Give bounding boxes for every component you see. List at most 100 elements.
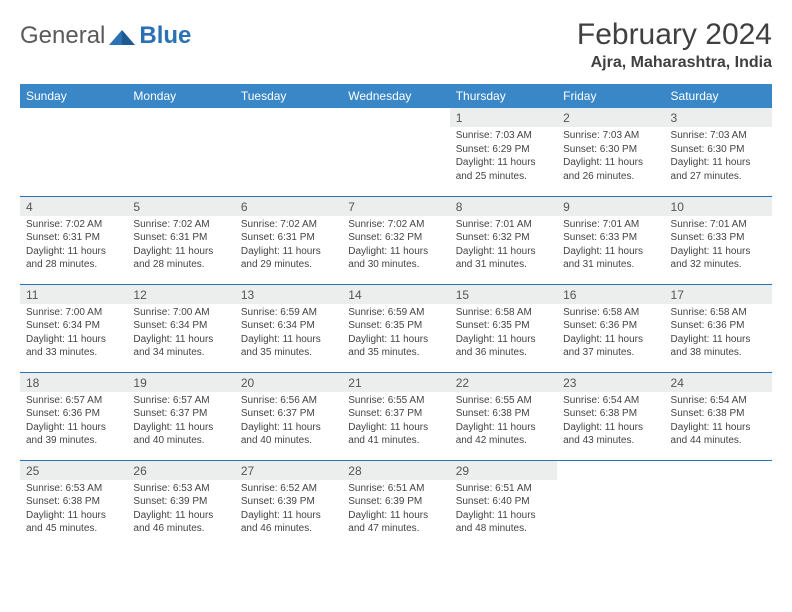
day-number: 20	[235, 373, 342, 392]
day-number: 26	[127, 461, 234, 480]
logo-triangle-icon	[109, 27, 135, 45]
day-number: 7	[342, 197, 449, 216]
day-number: 12	[127, 285, 234, 304]
calendar-cell: 18Sunrise: 6:57 AMSunset: 6:36 PMDayligh…	[20, 372, 127, 460]
calendar-body: ........1Sunrise: 7:03 AMSunset: 6:29 PM…	[20, 108, 772, 548]
day-details: Sunrise: 7:03 AMSunset: 6:30 PMDaylight:…	[665, 127, 772, 187]
calendar-cell: 15Sunrise: 6:58 AMSunset: 6:35 PMDayligh…	[450, 284, 557, 372]
day-header-sunday: Sunday	[20, 84, 127, 108]
day-details: Sunrise: 7:02 AMSunset: 6:31 PMDaylight:…	[20, 216, 127, 276]
day-number: 23	[557, 373, 664, 392]
calendar-cell: 1Sunrise: 7:03 AMSunset: 6:29 PMDaylight…	[450, 108, 557, 196]
day-details: Sunrise: 6:55 AMSunset: 6:37 PMDaylight:…	[342, 392, 449, 452]
calendar-head: SundayMondayTuesdayWednesdayThursdayFrid…	[20, 84, 772, 108]
day-number: 11	[20, 285, 127, 304]
day-details: Sunrise: 6:58 AMSunset: 6:36 PMDaylight:…	[665, 304, 772, 364]
day-number: 24	[665, 373, 772, 392]
day-header-wednesday: Wednesday	[342, 84, 449, 108]
day-number: 19	[127, 373, 234, 392]
day-number: 21	[342, 373, 449, 392]
day-number: 22	[450, 373, 557, 392]
calendar-cell: 7Sunrise: 7:02 AMSunset: 6:32 PMDaylight…	[342, 196, 449, 284]
day-details: Sunrise: 7:01 AMSunset: 6:32 PMDaylight:…	[450, 216, 557, 276]
day-details: Sunrise: 6:59 AMSunset: 6:35 PMDaylight:…	[342, 304, 449, 364]
calendar-cell: 24Sunrise: 6:54 AMSunset: 6:38 PMDayligh…	[665, 372, 772, 460]
day-number: 4	[20, 197, 127, 216]
table-row: 11Sunrise: 7:00 AMSunset: 6:34 PMDayligh…	[20, 284, 772, 372]
logo-text-1: General	[20, 22, 105, 50]
calendar-cell: 6Sunrise: 7:02 AMSunset: 6:31 PMDaylight…	[235, 196, 342, 284]
day-header-thursday: Thursday	[450, 84, 557, 108]
calendar-cell: 16Sunrise: 6:58 AMSunset: 6:36 PMDayligh…	[557, 284, 664, 372]
day-number: 8	[450, 197, 557, 216]
location-subtitle: Ajra, Maharashtra, India	[577, 54, 772, 72]
calendar-cell: 22Sunrise: 6:55 AMSunset: 6:38 PMDayligh…	[450, 372, 557, 460]
day-details: Sunrise: 7:03 AMSunset: 6:29 PMDaylight:…	[450, 127, 557, 187]
calendar-cell: 5Sunrise: 7:02 AMSunset: 6:31 PMDaylight…	[127, 196, 234, 284]
day-details: Sunrise: 6:54 AMSunset: 6:38 PMDaylight:…	[665, 392, 772, 452]
calendar-cell: ..	[20, 108, 127, 196]
day-details: Sunrise: 6:51 AMSunset: 6:40 PMDaylight:…	[450, 480, 557, 540]
calendar-cell: ..	[342, 108, 449, 196]
calendar-cell: 11Sunrise: 7:00 AMSunset: 6:34 PMDayligh…	[20, 284, 127, 372]
day-number: 3	[665, 108, 772, 127]
calendar-cell: ..	[127, 108, 234, 196]
calendar-cell: 8Sunrise: 7:01 AMSunset: 6:32 PMDaylight…	[450, 196, 557, 284]
title-block: February 2024 Ajra, Maharashtra, India	[577, 18, 772, 72]
day-details: Sunrise: 6:53 AMSunset: 6:38 PMDaylight:…	[20, 480, 127, 540]
calendar-cell: 2Sunrise: 7:03 AMSunset: 6:30 PMDaylight…	[557, 108, 664, 196]
day-details: Sunrise: 6:51 AMSunset: 6:39 PMDaylight:…	[342, 480, 449, 540]
calendar-cell: 14Sunrise: 6:59 AMSunset: 6:35 PMDayligh…	[342, 284, 449, 372]
day-number: 17	[665, 285, 772, 304]
page-title: February 2024	[577, 18, 772, 52]
day-details: Sunrise: 6:57 AMSunset: 6:37 PMDaylight:…	[127, 392, 234, 452]
calendar-cell: 10Sunrise: 7:01 AMSunset: 6:33 PMDayligh…	[665, 196, 772, 284]
table-row: 18Sunrise: 6:57 AMSunset: 6:36 PMDayligh…	[20, 372, 772, 460]
calendar-cell: 17Sunrise: 6:58 AMSunset: 6:36 PMDayligh…	[665, 284, 772, 372]
day-details: Sunrise: 7:03 AMSunset: 6:30 PMDaylight:…	[557, 127, 664, 187]
day-header-friday: Friday	[557, 84, 664, 108]
day-number: 16	[557, 285, 664, 304]
day-number: 28	[342, 461, 449, 480]
day-number: 6	[235, 197, 342, 216]
logo: General Blue	[20, 18, 191, 50]
day-details: Sunrise: 7:00 AMSunset: 6:34 PMDaylight:…	[127, 304, 234, 364]
calendar-cell: 19Sunrise: 6:57 AMSunset: 6:37 PMDayligh…	[127, 372, 234, 460]
day-details: Sunrise: 7:01 AMSunset: 6:33 PMDaylight:…	[665, 216, 772, 276]
day-details: Sunrise: 6:54 AMSunset: 6:38 PMDaylight:…	[557, 392, 664, 452]
day-details: Sunrise: 7:00 AMSunset: 6:34 PMDaylight:…	[20, 304, 127, 364]
calendar-cell: 13Sunrise: 6:59 AMSunset: 6:34 PMDayligh…	[235, 284, 342, 372]
logo-text-2: Blue	[139, 22, 191, 50]
calendar-cell: 25Sunrise: 6:53 AMSunset: 6:38 PMDayligh…	[20, 460, 127, 548]
calendar-cell: 28Sunrise: 6:51 AMSunset: 6:39 PMDayligh…	[342, 460, 449, 548]
calendar-cell: 20Sunrise: 6:56 AMSunset: 6:37 PMDayligh…	[235, 372, 342, 460]
calendar-cell: 26Sunrise: 6:53 AMSunset: 6:39 PMDayligh…	[127, 460, 234, 548]
day-details: Sunrise: 7:02 AMSunset: 6:32 PMDaylight:…	[342, 216, 449, 276]
day-details: Sunrise: 6:57 AMSunset: 6:36 PMDaylight:…	[20, 392, 127, 452]
day-details: Sunrise: 7:02 AMSunset: 6:31 PMDaylight:…	[235, 216, 342, 276]
table-row: ........1Sunrise: 7:03 AMSunset: 6:29 PM…	[20, 108, 772, 196]
calendar-cell: 21Sunrise: 6:55 AMSunset: 6:37 PMDayligh…	[342, 372, 449, 460]
day-number: 15	[450, 285, 557, 304]
calendar-cell: 4Sunrise: 7:02 AMSunset: 6:31 PMDaylight…	[20, 196, 127, 284]
day-details: Sunrise: 6:53 AMSunset: 6:39 PMDaylight:…	[127, 480, 234, 540]
calendar-cell: ..	[665, 460, 772, 548]
day-details: Sunrise: 6:58 AMSunset: 6:35 PMDaylight:…	[450, 304, 557, 364]
day-header-saturday: Saturday	[665, 84, 772, 108]
calendar-cell: ..	[557, 460, 664, 548]
calendar-table: SundayMondayTuesdayWednesdayThursdayFrid…	[20, 84, 772, 548]
day-details: Sunrise: 7:01 AMSunset: 6:33 PMDaylight:…	[557, 216, 664, 276]
day-details: Sunrise: 6:52 AMSunset: 6:39 PMDaylight:…	[235, 480, 342, 540]
day-number: 10	[665, 197, 772, 216]
day-number: 29	[450, 461, 557, 480]
day-details: Sunrise: 6:55 AMSunset: 6:38 PMDaylight:…	[450, 392, 557, 452]
calendar-cell: 9Sunrise: 7:01 AMSunset: 6:33 PMDaylight…	[557, 196, 664, 284]
day-number: 9	[557, 197, 664, 216]
day-number: 18	[20, 373, 127, 392]
day-number: 13	[235, 285, 342, 304]
calendar-cell: ..	[235, 108, 342, 196]
header: General Blue February 2024 Ajra, Maharas…	[20, 18, 772, 72]
table-row: 25Sunrise: 6:53 AMSunset: 6:38 PMDayligh…	[20, 460, 772, 548]
day-number: 25	[20, 461, 127, 480]
calendar-cell: 23Sunrise: 6:54 AMSunset: 6:38 PMDayligh…	[557, 372, 664, 460]
